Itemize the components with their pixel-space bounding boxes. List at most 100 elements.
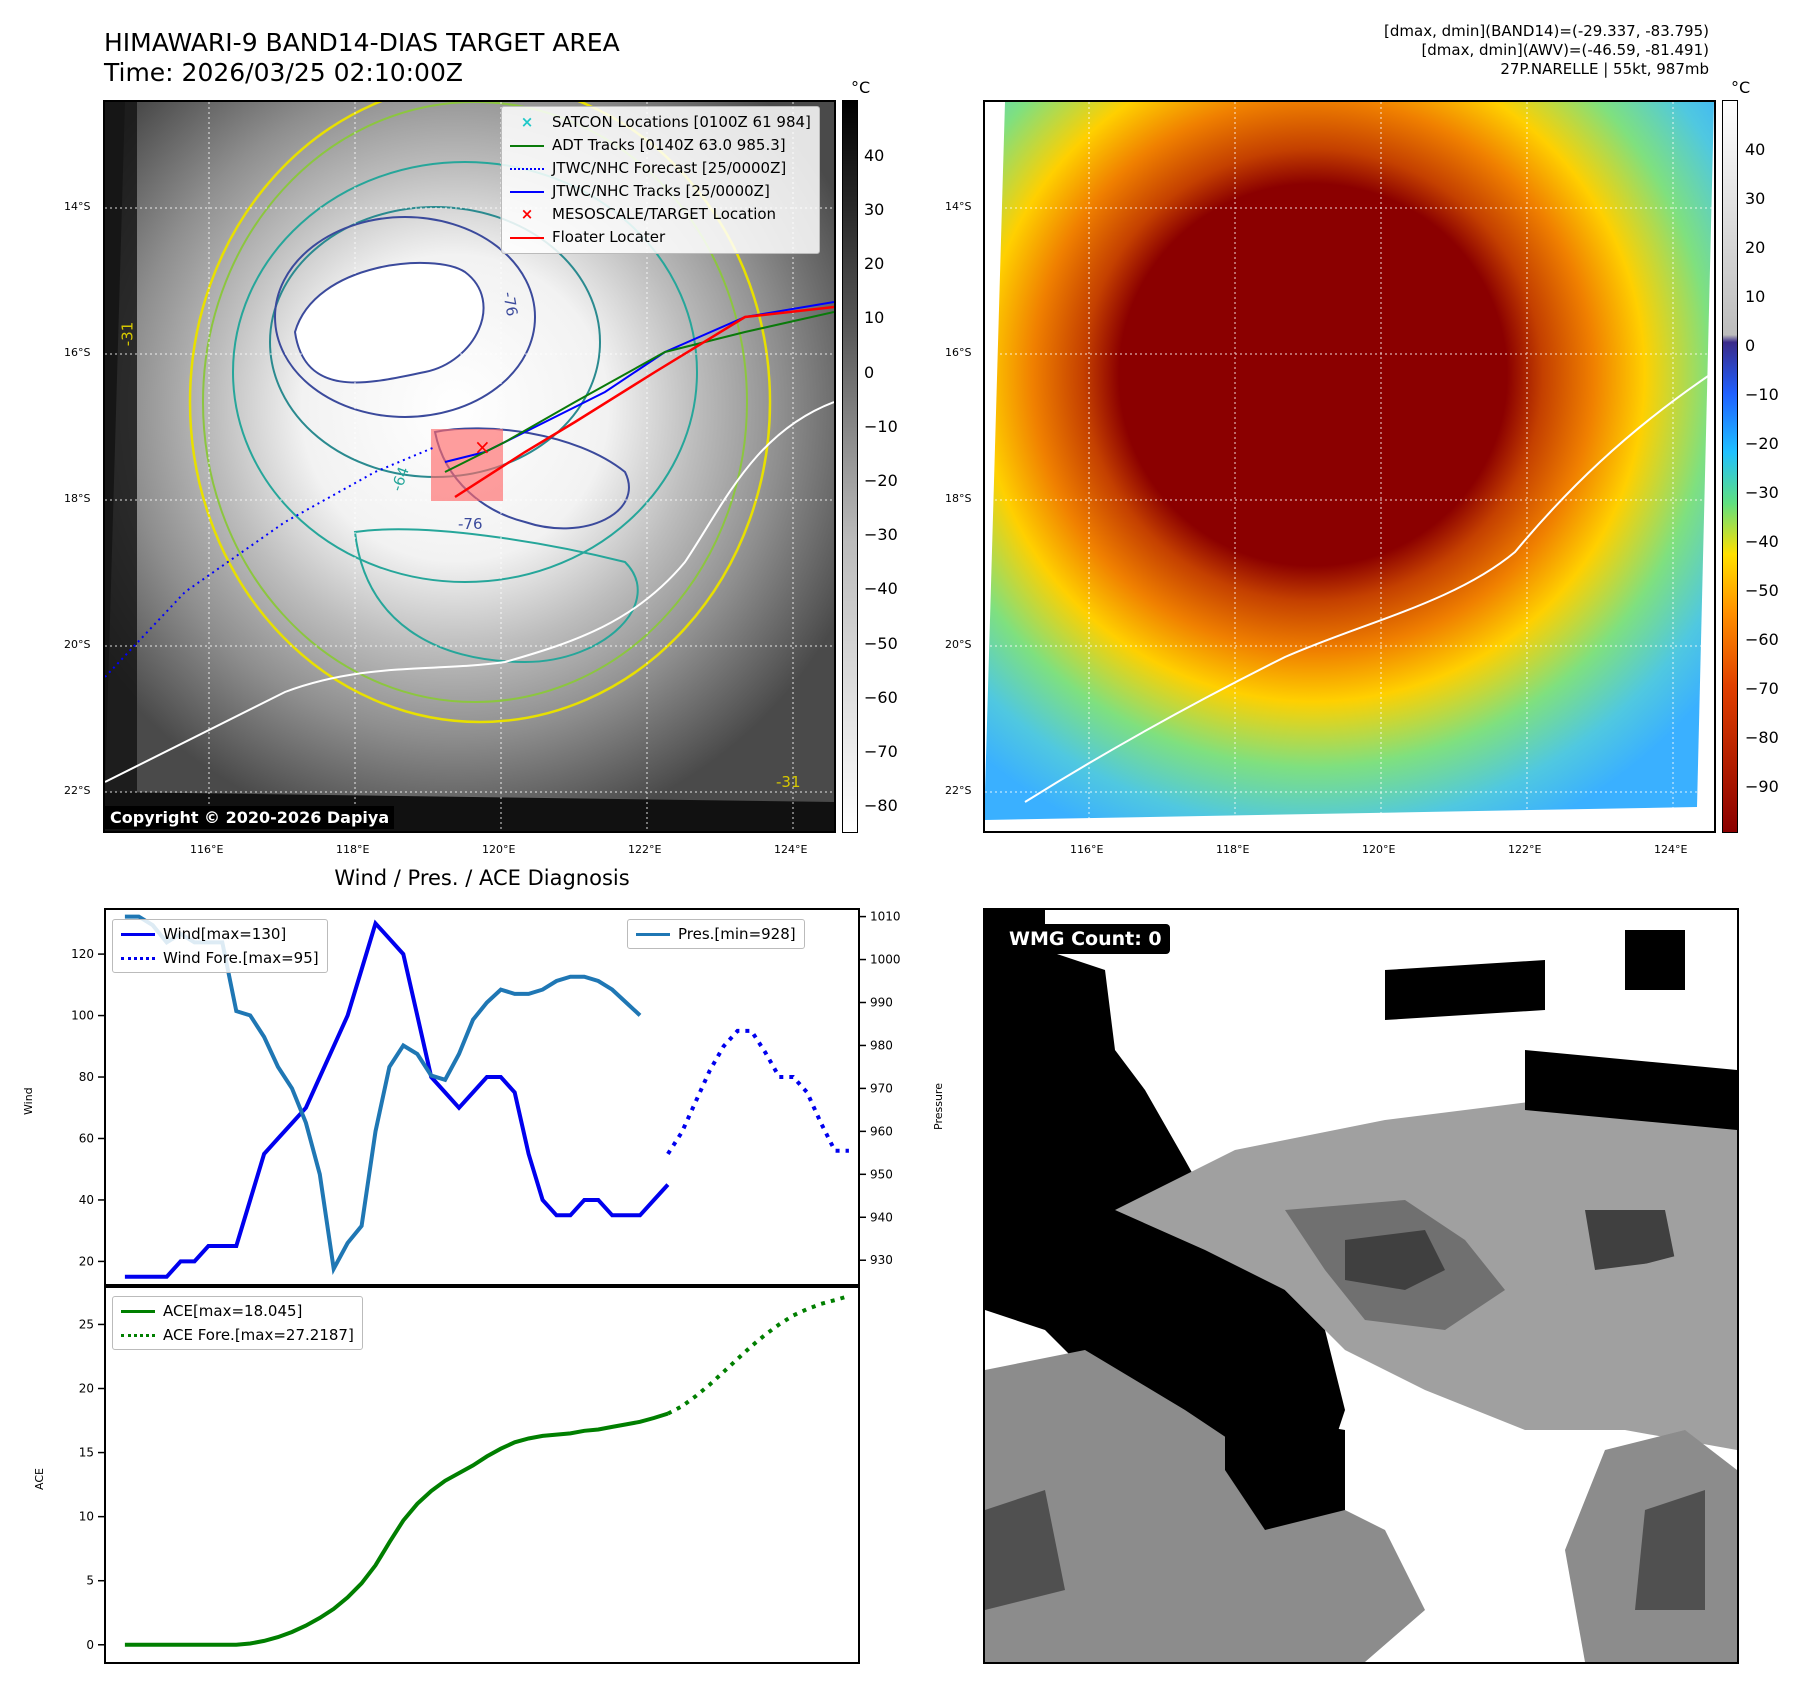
cbar-tick: −70 [1745, 679, 1779, 698]
cbar-tick: −10 [864, 417, 898, 436]
info-storm: 27P.NARELLE | 55kt, 987mb [1500, 60, 1709, 78]
cbar-tick: 40 [1745, 140, 1766, 159]
wmg-image [985, 910, 1737, 1662]
y-tick-label: 1010 [870, 910, 901, 924]
contour-label: -31 [118, 321, 137, 347]
legend-wind-fore: Wind Fore.[max=95] [121, 946, 319, 970]
cbar-tick: 10 [864, 308, 885, 327]
map-legend: × SATCON Locations [0100Z 61 984] ADT Tra… [501, 106, 820, 254]
gray-colorbar-ticks: 40 30 20 10 0 −10 −20 −30 −40 −50 −60 −7… [864, 100, 904, 833]
cbar-tick: −80 [864, 796, 898, 815]
cbar-tick: −10 [1745, 385, 1779, 404]
lon-label: 124°E [1654, 843, 1688, 856]
cbar-tick: −90 [1745, 777, 1779, 796]
svg-text:×: × [474, 435, 491, 459]
cbar-tick: 30 [864, 200, 885, 219]
pressure-axis-label: Pressure [932, 1083, 945, 1130]
info-awv: [dmax, dmin](AWV)=(-46.59, -81.491) [1421, 41, 1709, 59]
lon-label: 122°E [628, 843, 662, 856]
legend-ace: ACE[max=18.045] [121, 1299, 354, 1323]
contour-label: -31 [776, 773, 801, 791]
contour-label: -76 [458, 515, 483, 533]
lon-label: 120°E [1362, 843, 1396, 856]
cbar-tick: −60 [1745, 630, 1779, 649]
y-tick-label: 940 [870, 1210, 893, 1224]
lon-label: 118°E [336, 843, 370, 856]
cbar-tick: 20 [864, 254, 885, 273]
cbar-tick: −70 [864, 742, 898, 761]
x-marker-icon: × [520, 205, 534, 223]
figure-title: HIMAWARI-9 BAND14-DIAS TARGET AREA [104, 28, 620, 57]
series-line-1 [666, 1294, 850, 1416]
cbar-tick: −20 [1745, 434, 1779, 453]
copyright-label: Copyright © 2020-2026 Dapiya [105, 806, 395, 829]
cbar-tick: 0 [864, 363, 875, 382]
line-icon [510, 144, 544, 147]
pressure-y-ticks: 930 940 950 960 970 980 990 1000 1010 [860, 910, 901, 1267]
series-line-1 [666, 1028, 849, 1155]
pressure-legend: Pres.[min=928] [627, 919, 805, 949]
gray-colorbar [842, 100, 858, 833]
y-tick-label: 20 [79, 1254, 94, 1268]
cbar-tick: 30 [1745, 189, 1766, 208]
y-tick-label: 120 [71, 947, 94, 961]
series-line-0 [124, 919, 670, 1279]
legend-forecast: JTWC/NHC Forecast [25/0000Z] [510, 157, 811, 180]
line-icon [510, 236, 544, 239]
ace-y-ticks: 0 5 10 15 20 25 [79, 1317, 104, 1652]
y-tick-label: 960 [870, 1124, 893, 1138]
lat-label: 14°S [64, 200, 91, 213]
cbar-tick: 10 [1745, 287, 1766, 306]
cbar-tick: −30 [1745, 483, 1779, 502]
lon-label: 120°E [482, 843, 516, 856]
x-marker-icon: × [520, 113, 534, 131]
y-tick-label: 40 [79, 1193, 94, 1207]
colorbar-unit: °C [1731, 78, 1751, 97]
ir-map-image: × [105, 102, 834, 831]
y-tick-label: 1000 [870, 953, 901, 967]
cbar-tick: −60 [864, 688, 898, 707]
line-icon [636, 932, 670, 936]
lon-label: 124°E [774, 843, 808, 856]
legend-pressure: Pres.[min=928] [636, 922, 796, 946]
lat-label: 16°S [64, 346, 91, 359]
lat-label: 16°S [945, 346, 972, 359]
cbar-tick: −20 [864, 471, 898, 490]
dotted-line-icon [510, 167, 544, 170]
cbar-tick: −40 [864, 579, 898, 598]
lat-label: 18°S [64, 492, 91, 505]
ace-chart [104, 1286, 860, 1664]
chart-frame [104, 908, 860, 1286]
legend-satcon: × SATCON Locations [0100Z 61 984] [510, 111, 811, 134]
cbar-tick: 40 [864, 146, 885, 165]
y-tick-label: 950 [870, 1167, 893, 1181]
cbar-tick: −40 [1745, 532, 1779, 551]
y-tick-label: 990 [870, 996, 893, 1010]
wind-y-ticks: 20 40 60 80 100 120 [71, 947, 104, 1268]
dotted-line-icon [121, 956, 155, 960]
legend-ace-fore: ACE Fore.[max=27.2187] [121, 1323, 354, 1347]
wmg-panel: WMG Count: 0 [983, 908, 1739, 1664]
wind-pressure-chart [104, 908, 860, 1286]
legend-adt: ADT Tracks [0140Z 63.0 985.3] [510, 134, 811, 157]
y-tick-label: 0 [86, 1638, 94, 1652]
cbar-tick: −50 [864, 634, 898, 653]
figure-time: Time: 2026/03/25 02:10:00Z [104, 58, 463, 87]
chart-frame [104, 1286, 860, 1664]
awv-map-image [985, 102, 1714, 831]
color-colorbar-ticks: 40 30 20 10 0 −10 −20 −30 −40 −50 −60 −7… [1745, 100, 1785, 833]
y-tick-label: 20 [79, 1382, 94, 1396]
lon-label: 116°E [190, 843, 224, 856]
line-icon [121, 1309, 155, 1313]
lon-label: 122°E [1508, 843, 1542, 856]
lon-label: 118°E [1216, 843, 1250, 856]
lat-label: 20°S [64, 638, 91, 651]
lat-label: 22°S [945, 784, 972, 797]
lat-label: 18°S [945, 492, 972, 505]
cbar-tick: 0 [1745, 336, 1756, 355]
dotted-line-icon [121, 1333, 155, 1337]
lat-label: 22°S [64, 784, 91, 797]
wind-legend: Wind[max=130] Wind Fore.[max=95] [112, 919, 328, 973]
y-tick-label: 10 [79, 1510, 94, 1524]
y-tick-label: 80 [79, 1070, 94, 1084]
